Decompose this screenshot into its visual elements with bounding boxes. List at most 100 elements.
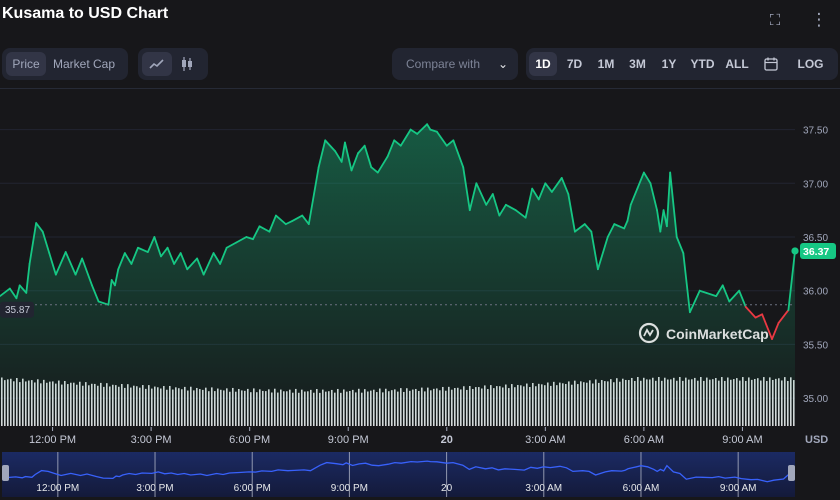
price-segment — [0, 287, 11, 297]
date-range-button[interactable] — [756, 52, 786, 76]
log-scale-button[interactable]: LOG — [797, 57, 824, 71]
price-segment — [219, 246, 228, 265]
price-segment — [606, 223, 616, 238]
range-7d[interactable]: 7D — [566, 57, 583, 71]
price-segment — [590, 230, 599, 271]
price-segment — [117, 252, 126, 271]
price-segment — [445, 139, 455, 147]
price-segment — [642, 171, 652, 185]
tab-market-cap[interactable]: Market Cap — [52, 57, 116, 71]
price-segment — [416, 123, 428, 135]
navigator-line — [5, 460, 791, 483]
range-1y[interactable]: 1Y — [661, 57, 677, 71]
price-segment — [370, 166, 379, 174]
price-segment — [393, 139, 402, 147]
price-segment — [252, 225, 261, 241]
price-segment — [551, 177, 563, 193]
navigator-tick-label: 3:00 PM — [136, 483, 173, 494]
navigator-tick-label: 9:00 PM — [331, 483, 368, 494]
price-segment — [97, 300, 110, 306]
candlestick-button[interactable] — [172, 52, 202, 76]
last-price-label: 36.37 — [803, 246, 829, 258]
tab-price[interactable]: Price — [6, 52, 46, 76]
price-segment — [754, 313, 764, 319]
price-segment — [291, 214, 304, 222]
price-segment — [659, 209, 665, 233]
price-segment — [301, 214, 310, 226]
line-chart-button[interactable] — [142, 52, 172, 76]
price-segment — [48, 252, 57, 276]
price-segment — [475, 182, 488, 206]
price-segment — [186, 257, 199, 271]
price-segment — [18, 284, 28, 294]
range-1d[interactable]: 1D — [529, 52, 557, 76]
fullscreen-icon[interactable]: ⛶ — [769, 12, 781, 29]
price-segment — [636, 171, 645, 190]
price-segment — [452, 139, 465, 169]
price-segment — [426, 123, 432, 131]
price-segment — [173, 252, 182, 265]
price-segment — [665, 171, 672, 228]
page-title: Kusama to USD Chart — [2, 5, 169, 22]
price-segment — [505, 203, 517, 212]
price-segment — [344, 141, 353, 172]
time-range-tabs: 1D 7D 1M 3M 1Y YTD ALL LOG — [526, 48, 838, 80]
range-navigator[interactable]: 12:00 PM 3:00 PM 6:00 PM 9:00 PM 20 3:00 AM 6:… — [2, 452, 795, 497]
price-segment — [166, 246, 176, 265]
price-segment — [485, 193, 494, 206]
range-all[interactable]: ALL — [725, 57, 749, 71]
price-segment — [567, 193, 576, 233]
price-segment — [738, 289, 747, 308]
price-segment — [688, 289, 701, 314]
navigator-tick-label: 20 — [441, 483, 453, 494]
x-tick-label: 6:00 PM — [229, 434, 270, 446]
price-segment — [468, 182, 478, 212]
price-segment — [771, 322, 780, 340]
price-segment — [498, 203, 507, 217]
baseline-tag: 35.87 — [0, 301, 34, 318]
price-segment — [544, 182, 553, 193]
price-segment — [153, 236, 162, 258]
y-tick-label: 37.50 — [803, 126, 828, 137]
price-segment — [160, 246, 169, 258]
x-tick-label: 6:00 AM — [624, 434, 664, 446]
price-segment — [258, 225, 271, 233]
price-segment — [212, 252, 222, 265]
price-segment — [81, 257, 93, 287]
price-segment — [573, 223, 586, 233]
navigator-right-handle[interactable] — [788, 465, 795, 481]
price-segment — [682, 252, 691, 314]
price-segment — [462, 166, 471, 212]
x-tick-label: 20 — [441, 434, 453, 446]
price-segment — [524, 187, 534, 219]
x-tick-label: 9:00 AM — [722, 434, 762, 446]
price-segment — [491, 193, 501, 217]
navigator-left-handle[interactable] — [2, 465, 9, 481]
compare-with-dropdown[interactable]: Compare with ⌄ — [392, 48, 518, 80]
price-segment — [656, 209, 662, 233]
price-segment — [284, 220, 294, 226]
price-segment — [196, 257, 205, 276]
price-segment — [596, 236, 609, 271]
more-options-icon[interactable]: ⋮ — [810, 10, 828, 29]
navigator-tick-label: 3:00 AM — [525, 483, 562, 494]
price-segment — [235, 236, 248, 244]
price-segment — [64, 251, 77, 276]
candlestick-icon — [182, 57, 192, 71]
navigator-tick-label: 12:00 PM — [36, 483, 79, 494]
price-segment — [705, 291, 718, 297]
price-segment — [25, 262, 31, 294]
price-segment — [675, 236, 685, 255]
price-area — [0, 124, 795, 425]
price-segment — [28, 222, 38, 265]
price-segment — [623, 220, 629, 230]
range-ytd[interactable]: YTD — [690, 57, 715, 71]
price-segment — [91, 284, 100, 303]
price-segment — [225, 241, 238, 249]
range-1m[interactable]: 1M — [597, 57, 615, 71]
price-segment — [613, 223, 626, 230]
line-chart-icon — [149, 59, 164, 69]
price-segment — [583, 223, 593, 233]
y-tick-label: 35.00 — [803, 394, 828, 405]
range-3m[interactable]: 3M — [629, 57, 646, 71]
